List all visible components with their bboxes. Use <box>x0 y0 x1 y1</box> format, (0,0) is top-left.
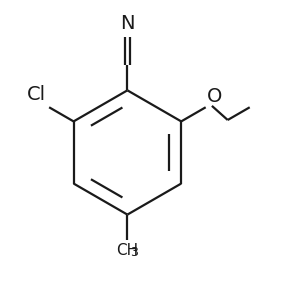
Text: O: O <box>207 87 223 106</box>
Text: Cl: Cl <box>27 86 46 105</box>
Text: CH: CH <box>116 243 139 258</box>
Text: 3: 3 <box>130 246 138 259</box>
Text: N: N <box>120 14 135 33</box>
